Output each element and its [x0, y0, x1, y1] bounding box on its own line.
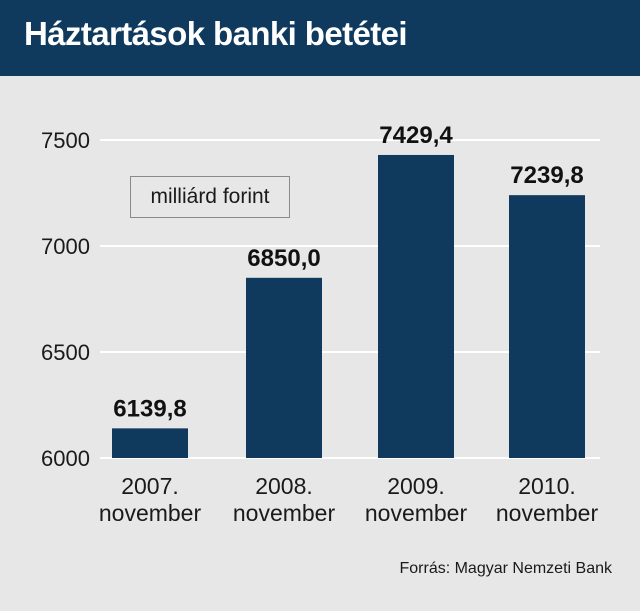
title-bar: Háztartások banki betétei [0, 0, 640, 76]
y-tick-label: 7000 [41, 234, 90, 259]
x-tick-label: 2009. [387, 473, 445, 499]
x-tick-label: 2010. [518, 473, 576, 499]
data-label: 6139,8 [113, 395, 186, 422]
data-label: 7239,8 [510, 162, 583, 189]
bar [378, 154, 454, 458]
x-tick-label: november [99, 500, 202, 526]
y-tick-label: 6000 [41, 446, 90, 471]
x-tick-label: november [233, 500, 336, 526]
x-tick-label: 2008. [255, 473, 313, 499]
x-tick-label: 2007. [121, 473, 179, 499]
bar [509, 195, 585, 458]
data-label: 7429,4 [379, 122, 453, 149]
bar [112, 428, 188, 458]
source-note: Forrás: Magyar Nemzeti Bank [399, 560, 612, 577]
data-label: 6850,0 [247, 245, 320, 272]
x-tick-label: november [365, 500, 468, 526]
unit-label: milliárd forint [130, 176, 290, 218]
x-tick-label: november [496, 500, 599, 526]
chart-title: Háztartások banki betétei [24, 15, 408, 52]
y-tick-label: 6500 [41, 340, 90, 365]
bar [246, 277, 322, 458]
y-tick-label: 7500 [41, 128, 90, 153]
